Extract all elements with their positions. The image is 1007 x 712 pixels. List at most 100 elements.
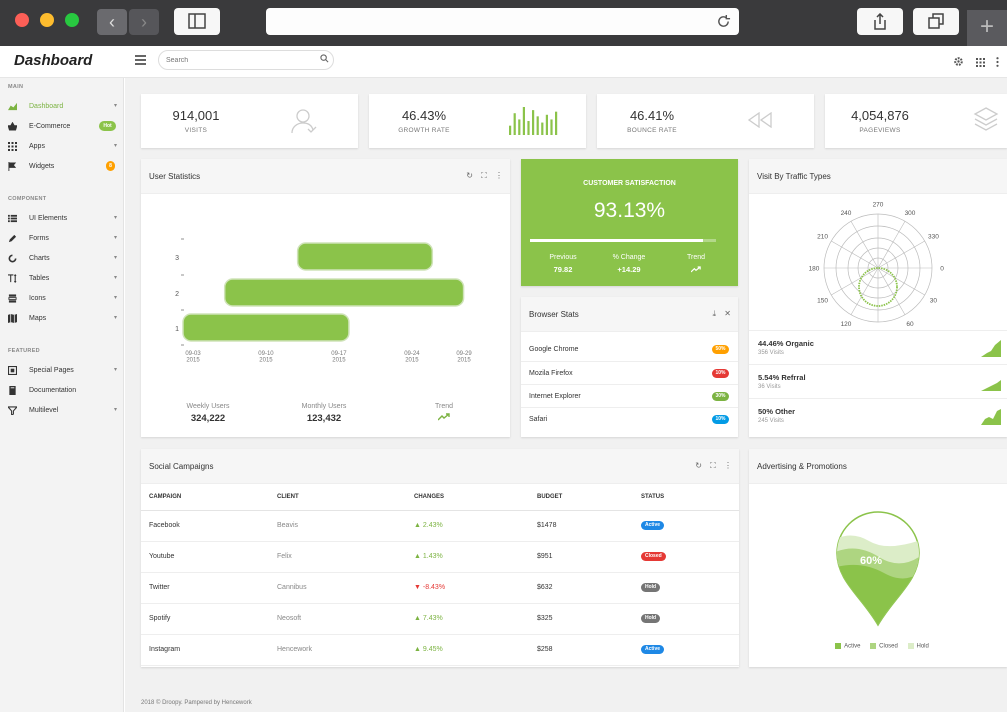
arrow-up-icon: ▲ xyxy=(414,522,423,529)
sidebar-section-component: COMPONENT xyxy=(8,196,47,202)
reload-icon[interactable] xyxy=(716,14,731,29)
sidebar-item-multilevel[interactable]: Multilevel ▾ xyxy=(0,402,124,420)
refresh-icon[interactable]: ↻ xyxy=(695,461,702,470)
footer-value: 123,432 xyxy=(306,413,342,424)
close-icon[interactable]: ✕ xyxy=(724,309,731,318)
minimize-window-button[interactable] xyxy=(40,13,54,27)
polar-angle-label: 30 xyxy=(930,298,938,305)
filter-icon xyxy=(8,406,17,415)
sidebar-item-label: Special Pages xyxy=(29,367,74,374)
sidebar-item-tables[interactable]: Tables ▾ xyxy=(0,270,124,288)
status-cell: Hold xyxy=(633,572,739,604)
change-value: 1.43% xyxy=(422,553,443,560)
traffic-row: 50% Other 245 Visits xyxy=(749,398,1007,432)
sidebar-item-forms[interactable]: Forms ▾ xyxy=(0,230,124,248)
satisfaction-title: CUSTOMER SATISFACTION xyxy=(583,180,676,187)
sidebar-item-label: Forms xyxy=(29,235,49,242)
sidebar-item-ui-elements[interactable]: UI Elements ▾ xyxy=(0,210,124,228)
sidebar-section-main: MAIN xyxy=(8,84,24,90)
sidebar-item-label: Multilevel xyxy=(29,407,59,414)
sidebar-item-charts[interactable]: Charts ▾ xyxy=(0,250,124,268)
main-content: 914,001 VISITS 46.43% GROWTH RATE 46.41%… xyxy=(125,78,1007,712)
gear-icon[interactable] xyxy=(953,54,964,72)
more-vertical-icon[interactable] xyxy=(996,54,999,72)
arrow-up-icon: ▲ xyxy=(414,553,423,560)
client-name: Cannibus xyxy=(269,572,406,604)
polar-angle-label: 60 xyxy=(906,321,914,328)
download-icon[interactable]: ⤓ xyxy=(712,309,717,318)
forward-button[interactable]: › xyxy=(129,9,159,35)
basket-icon xyxy=(8,122,17,131)
change-value: 9.45% xyxy=(422,646,443,653)
campaign-name: Instagram xyxy=(141,634,269,666)
refresh-icon[interactable]: ↻ xyxy=(466,171,473,180)
browser-name: Internet Explorer xyxy=(529,393,581,400)
sparkline-bar xyxy=(550,119,553,135)
arrow-up-icon: ▲ xyxy=(414,615,423,622)
close-window-button[interactable] xyxy=(15,13,29,27)
tabs-button[interactable] xyxy=(913,8,959,35)
change-value: 7.43% xyxy=(422,615,443,622)
polar-spoke xyxy=(850,267,879,315)
sidebar-item-maps[interactable]: Maps ▾ xyxy=(0,310,124,328)
table-row[interactable]: Spotify Neosoft ▲ 7.43% $325 Hold xyxy=(141,603,739,635)
polar-spoke xyxy=(877,221,906,269)
polar-angle-label: 270 xyxy=(873,202,884,209)
card-title: Visit By Traffic Types xyxy=(757,172,831,181)
search-icon[interactable] xyxy=(320,54,329,63)
table-row[interactable]: Twitter Cannibus ▼ -8.43% $632 Hold xyxy=(141,572,739,604)
fullscreen-icon[interactable]: ⛶ xyxy=(710,461,716,470)
apps-grid-icon[interactable] xyxy=(975,54,985,72)
table-row[interactable]: Facebook Beavis ▲ 2.43% $1478 Active xyxy=(141,510,739,542)
status-badge: Closed xyxy=(641,552,666,561)
menu-icon[interactable] xyxy=(135,55,146,67)
map-icon xyxy=(8,314,17,323)
legend-label: Closed xyxy=(879,643,898,650)
sidebar-item-ecommerce[interactable]: E-Commerce Hot xyxy=(0,118,124,136)
traffic-title: 50% Other xyxy=(758,407,796,416)
card-title: User Statistics xyxy=(149,172,201,181)
table-row[interactable]: Instagram Hencework ▲ 9.45% $258 Active xyxy=(141,634,739,666)
layers-icon xyxy=(973,107,999,131)
budget-cell: $1478 xyxy=(529,510,633,542)
share-button[interactable] xyxy=(857,8,903,35)
footer-value: 324,222 xyxy=(190,413,226,424)
sidebar-toggle-button[interactable] xyxy=(174,8,220,35)
sidebar-item-special-pages[interactable]: Special Pages ▾ xyxy=(0,362,124,380)
more-vertical-icon[interactable]: ⋮ xyxy=(724,461,732,470)
satisfaction-value: 93.13% xyxy=(593,199,666,222)
sparkline-bar xyxy=(555,111,558,135)
fullscreen-icon[interactable]: ⛶ xyxy=(481,171,487,180)
sparkline-bar xyxy=(545,114,548,135)
footer-label: Monthly Users xyxy=(301,403,347,410)
app-header: Dashboard xyxy=(0,46,1007,78)
chevron-down-icon: ▾ xyxy=(113,295,117,301)
browser-percent-badge: 10% xyxy=(712,415,729,424)
pages-icon xyxy=(8,366,17,375)
search-input[interactable] xyxy=(158,50,334,70)
sidebar-item-dashboard[interactable]: Dashboard ▾ xyxy=(0,98,124,116)
sparkline-bar xyxy=(518,119,521,135)
polar-angle-label: 90 xyxy=(874,330,882,331)
sidebar-item-apps[interactable]: Apps ▾ xyxy=(0,138,124,156)
stat-card-pageviews: 4,054,876 PAGEVIEWS xyxy=(825,94,1007,148)
chevron-down-icon: ▾ xyxy=(113,255,117,261)
new-tab-button[interactable]: + xyxy=(967,10,1007,46)
address-bar[interactable] xyxy=(266,8,739,35)
sidebar-item-documentation[interactable]: Documentation xyxy=(0,382,124,400)
legend-swatch xyxy=(835,643,842,649)
apps-icon xyxy=(8,142,17,151)
table-header-row: CAMPAIGN CLIENT CHANGES BUDGET STATUS xyxy=(141,485,739,511)
back-button[interactable]: ‹ xyxy=(97,9,127,35)
legend-swatch xyxy=(907,643,914,649)
change-value: +14.29 xyxy=(617,265,641,274)
polar-spoke xyxy=(850,221,879,269)
column-header: CHANGES xyxy=(406,485,529,511)
sidebar-item-widgets[interactable]: Widgets 8 xyxy=(0,158,124,176)
more-vertical-icon[interactable]: ⋮ xyxy=(495,171,503,180)
table-row[interactable]: Youtube Felix ▲ 1.43% $951 Closed xyxy=(141,541,739,573)
liquid-percent-label: 60% xyxy=(860,555,882,567)
client-name: Neosoft xyxy=(269,603,406,635)
maximize-window-button[interactable] xyxy=(65,13,79,27)
sidebar-item-icons[interactable]: Icons ▾ xyxy=(0,290,124,308)
